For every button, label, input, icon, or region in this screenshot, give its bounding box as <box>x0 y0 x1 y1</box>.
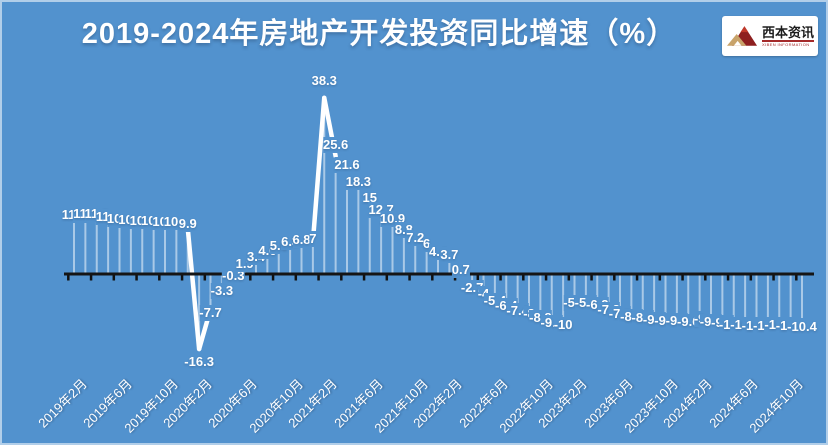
tick-mark <box>544 275 548 281</box>
tick-mark <box>499 275 502 281</box>
tick-mark <box>567 275 571 281</box>
data-label: 6 <box>423 235 431 252</box>
tick-mark <box>340 275 343 281</box>
chart-title: 2019-2024年房地产开发投资同比增速（%） <box>81 18 677 50</box>
tick-mark <box>271 275 275 281</box>
tick-mark <box>112 275 116 281</box>
tick-mark <box>294 275 298 281</box>
brand-subtitle: XIBEN INFORMATION <box>761 41 810 47</box>
data-label: 9.9 <box>178 216 197 232</box>
tick-mark <box>635 275 639 281</box>
tick-mark <box>158 275 161 281</box>
tick-mark <box>772 275 775 281</box>
brand-name: 西本资讯 <box>761 24 814 42</box>
data-label: 18.3 <box>345 173 372 190</box>
tick-mark <box>249 275 252 281</box>
tick-mark <box>203 275 207 281</box>
data-label: -16.3 <box>184 354 214 371</box>
tick-mark <box>658 275 662 281</box>
data-label: -10 <box>553 316 573 333</box>
tick-mark <box>362 275 366 281</box>
data-label: 21.6 <box>334 156 360 173</box>
tick-mark <box>408 275 411 281</box>
data-label: -8 <box>523 306 535 323</box>
tick-mark <box>681 275 684 281</box>
mountain-logo-icon <box>726 26 758 46</box>
x-axis-line <box>64 272 814 276</box>
tick-mark <box>726 275 730 281</box>
data-label: 3.7 <box>440 247 459 264</box>
tick-mark <box>89 275 93 281</box>
tick-mark <box>749 275 753 281</box>
data-label: -9 <box>693 311 706 328</box>
tick-mark <box>135 275 138 281</box>
tick-mark <box>317 275 320 281</box>
tick-mark <box>795 275 798 281</box>
data-label: -10.4 <box>787 318 817 335</box>
data-label: -7.7 <box>199 304 222 321</box>
series-line-segment <box>185 226 202 352</box>
tick-mark <box>704 275 707 281</box>
data-label: -4 <box>477 286 490 303</box>
tick-mark <box>180 275 184 281</box>
tick-mark <box>67 275 70 281</box>
data-label: 6.8 <box>292 231 311 248</box>
data-label: 7.2 <box>406 229 425 246</box>
tick-mark <box>476 275 480 281</box>
tick-mark <box>522 275 525 281</box>
series-line-segment <box>310 95 327 245</box>
data-label: 7 <box>309 230 317 247</box>
tick-mark <box>613 275 616 281</box>
tick-mark <box>431 275 434 281</box>
brand-logo: 西本资讯 XIBEN INFORMATION <box>722 16 818 56</box>
chart-header: 2019-2024年房地产开发投资同比增速（%） 西本资讯 XIBEN INFO… <box>2 10 826 62</box>
data-label: -3.3 <box>210 282 234 299</box>
brand-text-block: 西本资讯 XIBEN INFORMATION <box>761 24 814 47</box>
data-label: 25.6 <box>322 136 349 153</box>
tick-mark <box>590 275 593 281</box>
data-label: 38.3 <box>311 72 337 89</box>
tick-mark <box>385 275 389 281</box>
data-label: 0.7 <box>451 262 470 279</box>
